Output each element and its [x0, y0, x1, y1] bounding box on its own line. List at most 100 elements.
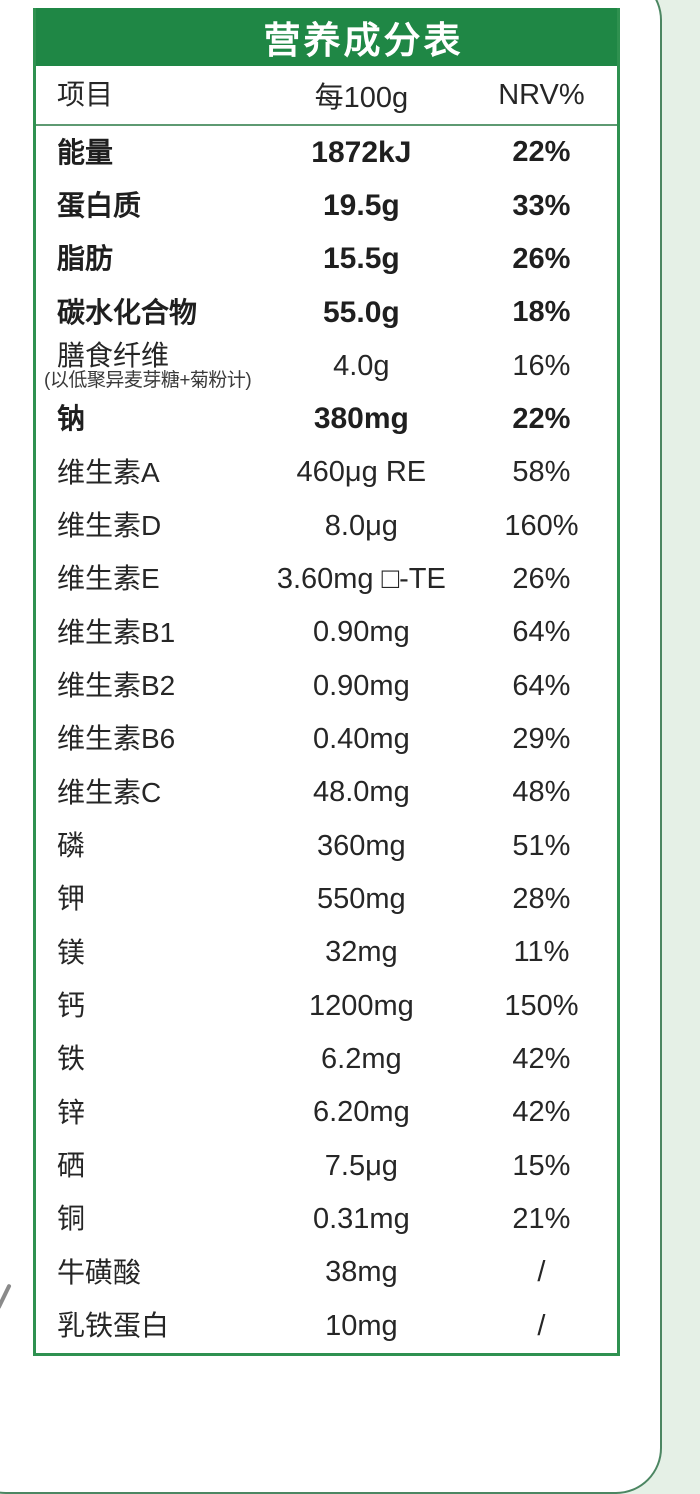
- row-nrv: 33%: [512, 189, 571, 222]
- row-nrv: 64%: [512, 669, 571, 702]
- row-nrv: 16%: [512, 349, 571, 382]
- row-name-cell: 钠: [36, 404, 257, 434]
- row-value: 10mg: [325, 1309, 398, 1342]
- row-nrv: 29%: [512, 722, 571, 755]
- row-name-cell: 维生素D: [36, 509, 257, 541]
- row-name-cell: 蛋白质: [36, 189, 257, 221]
- row-name-cell: 维生素B1: [36, 616, 257, 648]
- row-name: 镁: [57, 936, 86, 968]
- row-name: 钾: [57, 883, 86, 915]
- table-row: 牛磺酸 38mg /: [36, 1246, 617, 1299]
- table-body: 能量 1872kJ 22% 蛋白质 19.5g 33% 脂肪 15.5g 26%…: [36, 126, 617, 1353]
- row-name-cell: 镁: [36, 936, 257, 968]
- row-nrv: 28%: [512, 882, 571, 915]
- row-name-cell: 钾: [36, 884, 257, 914]
- table-row: 钠 380mg 22%: [36, 393, 617, 446]
- row-name: 蛋白质: [57, 189, 142, 221]
- row-nrv: 58%: [512, 456, 571, 489]
- row-nrv: 26%: [512, 242, 571, 275]
- row-value: 38mg: [325, 1256, 398, 1289]
- row-nrv: 22%: [512, 402, 571, 435]
- row-name: 钙: [57, 990, 86, 1022]
- row-value: 48.0mg: [312, 776, 410, 809]
- row-nrv: 42%: [512, 1043, 571, 1076]
- row-value: 32mg: [325, 936, 398, 969]
- row-name-cell: 乳铁蛋白: [36, 1310, 257, 1341]
- table-row: 铜 0.31mg 21%: [36, 1193, 617, 1246]
- row-value: 1200mg: [308, 989, 414, 1022]
- row-name: 碳水化合物: [57, 296, 198, 328]
- row-value: 7.5μg: [324, 1149, 398, 1182]
- table-row: 蛋白质 19.5g 33%: [36, 179, 617, 232]
- row-name: 硒: [57, 1150, 86, 1182]
- row-nrv: 160%: [504, 509, 579, 542]
- table-row: 膳食纤维 (以低聚异麦芽糖+菊粉计) 4.0g 16%: [36, 339, 617, 392]
- table-row: 维生素B2 0.90mg 64%: [36, 659, 617, 712]
- table-row: 钙 1200mg 150%: [36, 980, 617, 1033]
- row-value: 6.2mg: [321, 1043, 402, 1076]
- row-name: 铁: [57, 1043, 86, 1075]
- nutrition-table: 营养成分表 项目 每100g NRV% 能量 1872kJ 22% 蛋白质 19…: [33, 8, 620, 1356]
- row-nrv: 26%: [512, 562, 571, 595]
- row-name: 维生素E: [57, 563, 160, 595]
- table-row: 能量 1872kJ 22%: [36, 126, 617, 179]
- table-header-row: 项目 每100g NRV%: [36, 66, 617, 126]
- row-name-cell: 铁: [36, 1044, 257, 1074]
- row-name-cell: 锌: [36, 1096, 257, 1128]
- row-name: 脂肪: [57, 243, 114, 275]
- table-title-band: 营养成分表: [36, 8, 617, 66]
- row-nrv: /: [537, 1309, 546, 1342]
- table-row: 脂肪 15.5g 26%: [36, 233, 617, 286]
- table-row: 铁 6.2mg 42%: [36, 1033, 617, 1086]
- row-name-cell: 钙: [36, 990, 257, 1022]
- row-value: 1872kJ: [311, 135, 412, 169]
- row-value: 360mg: [317, 829, 406, 862]
- row-name-cell: 维生素C: [36, 776, 257, 808]
- row-nrv: 11%: [513, 936, 570, 969]
- row-name-cell: 碳水化合物: [36, 296, 257, 328]
- row-value: 460μg RE: [296, 456, 427, 489]
- row-name: 牛磺酸: [57, 1256, 142, 1288]
- page-background: { "table": { "title": "营养成分表", "columns"…: [0, 0, 662, 1494]
- row-nrv: 15%: [512, 1149, 571, 1182]
- table-row: 维生素C 48.0mg 48%: [36, 766, 617, 819]
- row-name: 维生素B2: [57, 669, 176, 701]
- row-name: 维生素B1: [57, 616, 176, 648]
- row-value: 0.40mg: [312, 722, 410, 755]
- table-row: 碳水化合物 55.0g 18%: [36, 286, 617, 339]
- row-name: 锌: [57, 1096, 86, 1128]
- row-name-cell: 牛磺酸: [36, 1256, 257, 1288]
- column-header-per100g: 每100g: [314, 82, 409, 114]
- table-title: 营养成分表: [263, 20, 464, 61]
- row-value: 0.31mg: [312, 1203, 410, 1236]
- row-name: 维生素D: [57, 509, 162, 541]
- row-name: 膳食纤维: [57, 339, 170, 371]
- row-nrv: 21%: [512, 1203, 571, 1236]
- row-name: 钠: [57, 403, 86, 435]
- row-value: 0.90mg: [312, 616, 410, 649]
- row-name-cell: 能量: [36, 137, 257, 168]
- row-nrv: 18%: [512, 296, 571, 329]
- row-name-cell: 铜: [36, 1204, 257, 1234]
- table-row: 乳铁蛋白 10mg /: [36, 1300, 617, 1353]
- row-name-cell: 维生素B6: [36, 724, 257, 754]
- row-name: 维生素C: [57, 776, 162, 808]
- column-header-nrv: NRV%: [498, 78, 585, 111]
- row-value: 0.90mg: [312, 669, 410, 702]
- row-name-cell: 维生素B2: [36, 669, 257, 701]
- row-name-cell: 脂肪: [36, 243, 257, 275]
- row-name: 铜: [57, 1203, 86, 1235]
- row-value: 4.0g: [333, 349, 390, 382]
- row-nrv: 48%: [512, 776, 571, 809]
- row-value: 8.0μg: [324, 509, 398, 542]
- table-row: 锌 6.20mg 42%: [36, 1086, 617, 1139]
- table-row: 维生素D 8.0μg 160%: [36, 499, 617, 552]
- row-name-cell: 硒: [36, 1150, 257, 1182]
- row-value: 6.20mg: [312, 1096, 410, 1129]
- row-name: 维生素B6: [57, 723, 176, 755]
- row-name: 磷: [57, 830, 86, 862]
- row-nrv: /: [537, 1256, 546, 1289]
- table-row: 磷 360mg 51%: [36, 819, 617, 872]
- column-header-item: 项目: [57, 78, 114, 110]
- row-value: 15.5g: [322, 242, 400, 276]
